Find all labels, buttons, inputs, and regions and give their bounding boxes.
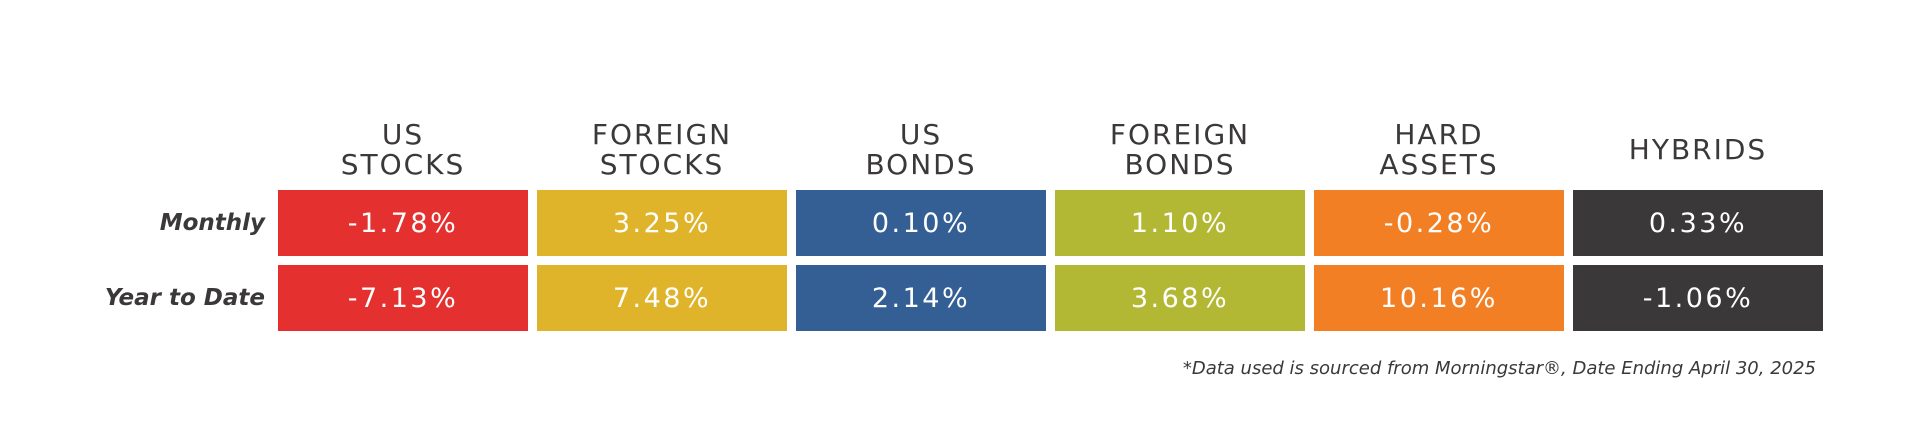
column-header-line1: FOREIGN [1109, 118, 1251, 151]
value-cell: 10.16% [1314, 265, 1564, 331]
value-cell: 1.10% [1055, 190, 1305, 256]
value-cell: 2.14% [796, 265, 1046, 331]
column-header: US STOCKS [278, 118, 528, 182]
column-header: HARD ASSETS [1314, 118, 1564, 182]
value-cell: -1.78% [278, 190, 528, 256]
value-cell: -7.13% [278, 265, 528, 331]
column-header-line2: BONDS [865, 148, 977, 181]
row-label: Monthly [159, 210, 265, 236]
column-header-line1: US [899, 118, 943, 151]
column-header-line2: BONDS [1124, 148, 1236, 181]
column-header: HYBRIDS [1573, 118, 1823, 182]
value-cell: 0.33% [1573, 190, 1823, 256]
column-header-line2: STOCKS [599, 148, 725, 181]
value-cell: -1.06% [1573, 265, 1823, 331]
column-header-line1: US [381, 118, 425, 151]
value-cell: -0.28% [1314, 190, 1564, 256]
column-header-line1: HARD [1394, 118, 1484, 151]
value-cell: 7.48% [537, 265, 787, 331]
value-cell: 0.10% [796, 190, 1046, 256]
column-header-line2: ASSETS [1379, 148, 1499, 181]
value-cell: 3.25% [537, 190, 787, 256]
footnote: *Data used is sourced from Morningstar®,… [1182, 358, 1816, 379]
column-header: FOREIGN STOCKS [537, 118, 787, 182]
value-cell: 3.68% [1055, 265, 1305, 331]
column-header: US BONDS [796, 118, 1046, 182]
row-label: Year to Date [104, 285, 265, 311]
column-header: FOREIGN BONDS [1055, 118, 1305, 182]
column-header-line1: FOREIGN [591, 118, 733, 151]
column-header-line2: STOCKS [340, 148, 466, 181]
column-header-line1: HYBRIDS [1628, 133, 1768, 166]
